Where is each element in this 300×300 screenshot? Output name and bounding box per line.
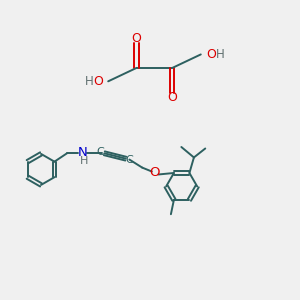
- Text: O: O: [93, 75, 103, 88]
- Text: C: C: [126, 154, 134, 165]
- Text: O: O: [132, 32, 142, 44]
- Text: O: O: [206, 48, 216, 61]
- Text: N: N: [78, 146, 87, 159]
- Text: H: H: [216, 48, 224, 61]
- Text: O: O: [149, 167, 160, 179]
- Text: C: C: [97, 147, 104, 158]
- Text: H: H: [84, 75, 93, 88]
- Text: O: O: [167, 91, 177, 104]
- Text: H: H: [80, 156, 88, 166]
